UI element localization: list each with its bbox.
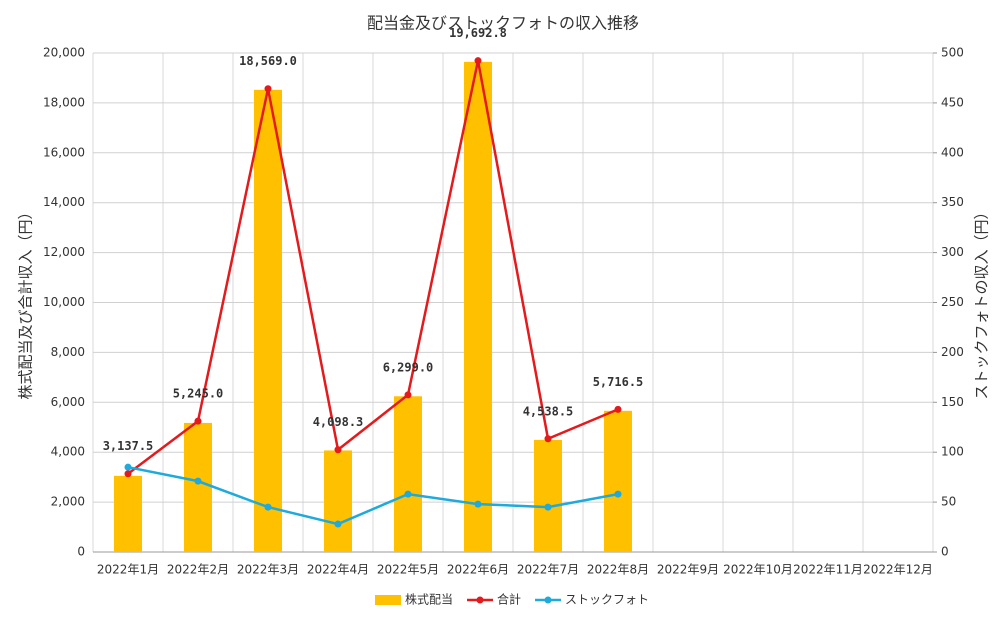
point [404, 490, 412, 498]
data-label: 18,569.0 [239, 54, 297, 68]
bar [254, 89, 282, 552]
y2-tick-label: 350 [941, 195, 964, 209]
x-tick-label: 2022年10月 [723, 563, 793, 577]
y2-axis-title: ストックフォトの収入（円） [973, 204, 991, 399]
point [544, 435, 552, 443]
point [194, 417, 202, 425]
y2-tick-label: 300 [941, 245, 964, 259]
y-tick-label: 18,000 [43, 95, 85, 109]
y-tick-label: 4,000 [51, 445, 85, 459]
point [124, 470, 132, 478]
bar [114, 475, 142, 552]
x-tick-label: 2022年4月 [307, 563, 369, 577]
x-tick-label: 2022年11月 [793, 563, 863, 577]
y-tick-label: 2,000 [51, 495, 85, 509]
y2-tick-label: 0 [941, 545, 949, 559]
point [194, 477, 202, 485]
data-label: 6,299.0 [383, 360, 434, 374]
bar [324, 450, 352, 552]
y-tick-label: 8,000 [51, 345, 85, 359]
y-tick-label: 6,000 [51, 395, 85, 409]
chart-title: 配当金及びストックフォトの収入推移 [367, 14, 639, 33]
data-label: 19,692.8 [449, 26, 507, 40]
data-label: 4,538.5 [523, 404, 574, 418]
point [614, 490, 622, 498]
line [127, 60, 619, 475]
data-label: 5,245.0 [173, 387, 224, 401]
legend-label: 合計 [497, 592, 521, 607]
x-tick-label: 2022年12月 [863, 563, 933, 577]
x-tick-label: 2022年3月 [237, 563, 299, 577]
y2-tick-label: 150 [941, 395, 964, 409]
y-tick-label: 12,000 [43, 245, 85, 259]
point [474, 57, 482, 65]
line [127, 465, 619, 526]
point [614, 405, 622, 413]
x-tick-label: 2022年6月 [447, 563, 509, 577]
point [264, 85, 272, 93]
legend-swatch [375, 595, 401, 605]
legend-label: ストックフォト [565, 593, 649, 607]
x-tick-label: 2022年8月 [587, 563, 649, 577]
y-tick-label: 0 [77, 545, 85, 559]
data-label: 3,137.5 [103, 439, 154, 453]
legend-swatch [544, 596, 552, 604]
point [124, 463, 132, 471]
bar [464, 61, 492, 552]
data-label: 4,098.3 [313, 415, 364, 429]
legend-swatch [476, 596, 484, 604]
y2-tick-label: 500 [941, 46, 964, 60]
x-tick-label: 2022年2月 [167, 563, 229, 577]
y-axis-title: 株式配当及び合計収入（円） [17, 204, 35, 399]
y-tick-label: 14,000 [43, 195, 85, 209]
x-tick-label: 2022年1月 [97, 563, 159, 577]
y-tick-label: 10,000 [43, 295, 85, 309]
y2-tick-label: 250 [941, 295, 964, 309]
bar [604, 410, 632, 552]
y2-tick-label: 50 [941, 495, 956, 509]
point [404, 391, 412, 399]
data-label: 5,716.5 [593, 375, 644, 389]
bar [394, 396, 422, 552]
point [474, 500, 482, 508]
point [334, 520, 342, 528]
x-tick-label: 2022年7月 [517, 563, 579, 577]
point [264, 503, 272, 511]
y2-tick-label: 450 [941, 95, 964, 109]
point [334, 446, 342, 454]
y2-tick-label: 200 [941, 345, 964, 359]
x-tick-label: 2022年9月 [657, 563, 719, 577]
x-tick-label: 2022年5月 [377, 563, 439, 577]
y2-tick-label: 400 [941, 145, 964, 159]
point [544, 503, 552, 511]
y2-tick-label: 100 [941, 445, 964, 459]
legend-label: 株式配当 [405, 592, 453, 607]
y-tick-label: 20,000 [43, 46, 85, 60]
bar [184, 422, 212, 552]
bar [534, 439, 562, 552]
y-tick-label: 16,000 [43, 145, 85, 159]
